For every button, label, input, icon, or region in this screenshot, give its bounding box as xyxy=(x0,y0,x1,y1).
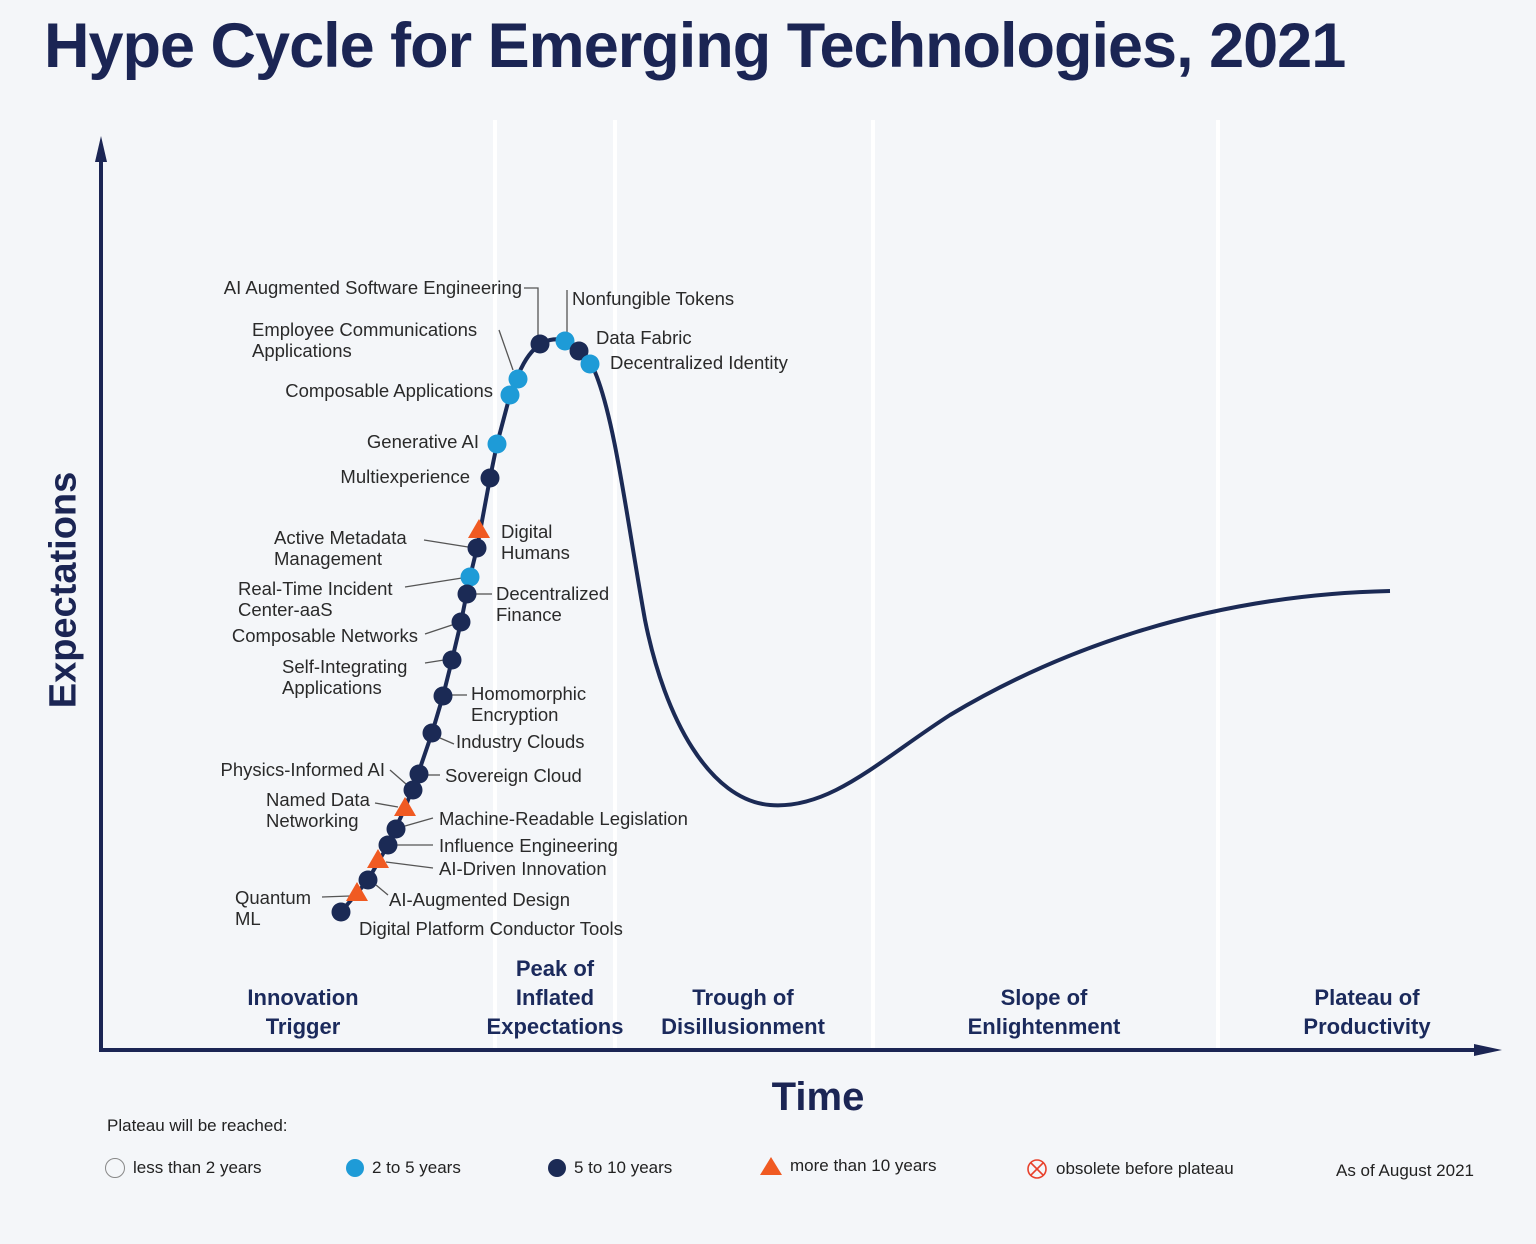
triangle-marker xyxy=(346,882,368,901)
item-label: Active Metadata Management xyxy=(274,527,407,569)
y-axis-title: Expectations xyxy=(42,471,85,709)
legend-label: more than 10 years xyxy=(790,1156,937,1175)
navy-circle-icon xyxy=(548,1159,566,1177)
phase-divider xyxy=(871,120,875,1050)
item-label: Decentralized Identity xyxy=(610,352,788,373)
item-label: Nonfungible Tokens xyxy=(572,288,735,309)
circle-marker xyxy=(500,385,520,405)
leader-line xyxy=(389,769,407,785)
phase-trough: Trough of Disillusionment xyxy=(661,985,825,1039)
circle-marker xyxy=(508,369,528,389)
legend-label: obsolete before plateau xyxy=(1056,1159,1234,1178)
circle-marker xyxy=(555,331,575,351)
item-label: Real-Time Incident Center-aaS xyxy=(238,578,393,620)
leader-line xyxy=(423,539,469,548)
item-label: Generative AI xyxy=(366,431,479,452)
legend-item: obsolete before plateau xyxy=(1026,1158,1234,1180)
item-label: AI-Augmented Design xyxy=(389,889,570,910)
item-label: Data Fabric xyxy=(596,327,692,348)
legend-item: 2 to 5 years xyxy=(346,1158,461,1178)
item-label: Digital Platform Conductor Tools xyxy=(359,918,623,939)
phase-divider xyxy=(613,120,617,1050)
leader-line xyxy=(321,895,351,898)
legend-label: less than 2 years xyxy=(133,1158,262,1177)
crossed-circle-icon xyxy=(1027,1159,1047,1179)
circle-marker xyxy=(480,468,500,488)
hype-curve xyxy=(339,337,1391,914)
item-label: Industry Clouds xyxy=(456,731,585,752)
item-label: Decentralized Finance xyxy=(496,583,610,625)
phase-divider xyxy=(1216,120,1220,1050)
legend-item: more than 10 years xyxy=(760,1156,936,1176)
item-label: Quantum ML xyxy=(235,887,312,929)
item-label: Employee Communications Applications xyxy=(252,319,478,361)
item-label: Self-Integrating Applications xyxy=(282,656,408,698)
phase-peak: Peak of Inflated Expectations xyxy=(486,956,624,1039)
leader-line xyxy=(375,884,389,896)
triangle-marker xyxy=(468,519,490,538)
circle-marker xyxy=(530,334,550,354)
item-label: AI Augmented Software Engineering xyxy=(223,277,522,298)
circle-marker xyxy=(487,434,507,454)
legend-heading: Plateau will be reached: xyxy=(107,1116,288,1135)
circle-marker xyxy=(386,819,406,839)
hollow-circle-icon xyxy=(105,1158,125,1178)
item-label: Physics-Informed AI xyxy=(220,759,385,780)
circle-marker xyxy=(403,780,423,800)
item-label: Machine-Readable Legislation xyxy=(439,808,688,829)
triangle-marker xyxy=(394,797,416,816)
circle-marker xyxy=(331,902,351,922)
item-label: Multiexperience xyxy=(340,466,470,487)
triangle-marker xyxy=(367,849,389,868)
orange-triangle-icon xyxy=(760,1157,782,1175)
legend-label: 5 to 10 years xyxy=(574,1158,673,1177)
leader-line xyxy=(524,287,539,335)
circle-marker xyxy=(433,686,453,706)
item-label: Influence Engineering xyxy=(439,835,618,856)
leader-line xyxy=(374,802,399,808)
circle-marker xyxy=(569,341,589,361)
circle-marker xyxy=(422,723,442,743)
leader-line xyxy=(498,329,514,371)
item-label: Homomorphic Encryption xyxy=(471,683,587,725)
legend-item: less than 2 years xyxy=(105,1158,262,1178)
leader-line xyxy=(385,861,434,869)
item-label: Named Data Networking xyxy=(266,789,370,831)
leader-line xyxy=(424,659,445,664)
phase-slope: Slope of Enlightenment xyxy=(967,985,1121,1039)
light-blue-circle-icon xyxy=(346,1159,364,1177)
y-axis-arrow-icon xyxy=(95,136,107,162)
item-label: Composable Networks xyxy=(231,625,418,646)
circle-marker xyxy=(451,612,471,632)
circle-marker xyxy=(580,354,600,374)
x-axis-title: Time xyxy=(771,1075,865,1119)
legend-label: 2 to 5 years xyxy=(372,1158,461,1177)
as-of-date: As of August 2021 xyxy=(1336,1161,1474,1180)
circle-marker xyxy=(442,650,462,670)
leader-line xyxy=(439,737,455,745)
circle-marker xyxy=(358,870,378,890)
x-axis-arrow-icon xyxy=(1474,1044,1502,1056)
leader-line xyxy=(424,624,453,635)
item-label: Digital Humans xyxy=(501,521,570,563)
circle-marker xyxy=(409,764,429,784)
legend-item: 5 to 10 years xyxy=(548,1158,672,1178)
circle-marker xyxy=(378,835,398,855)
leader-line xyxy=(404,817,434,827)
item-label: Sovereign Cloud xyxy=(445,765,582,786)
circle-marker xyxy=(457,584,477,604)
item-label: AI-Driven Innovation xyxy=(439,858,607,879)
circle-marker xyxy=(467,538,487,558)
item-label: Composable Applications xyxy=(285,380,493,401)
phase-divider xyxy=(493,120,497,1050)
phase-innovation-trigger: Innovation Trigger xyxy=(247,985,359,1039)
page-title: Hype Cycle for Emerging Technologies, 20… xyxy=(44,11,1346,81)
circle-marker xyxy=(460,567,480,587)
phase-plateau: Plateau of Productivity xyxy=(1303,985,1431,1039)
leader-line xyxy=(404,577,463,588)
